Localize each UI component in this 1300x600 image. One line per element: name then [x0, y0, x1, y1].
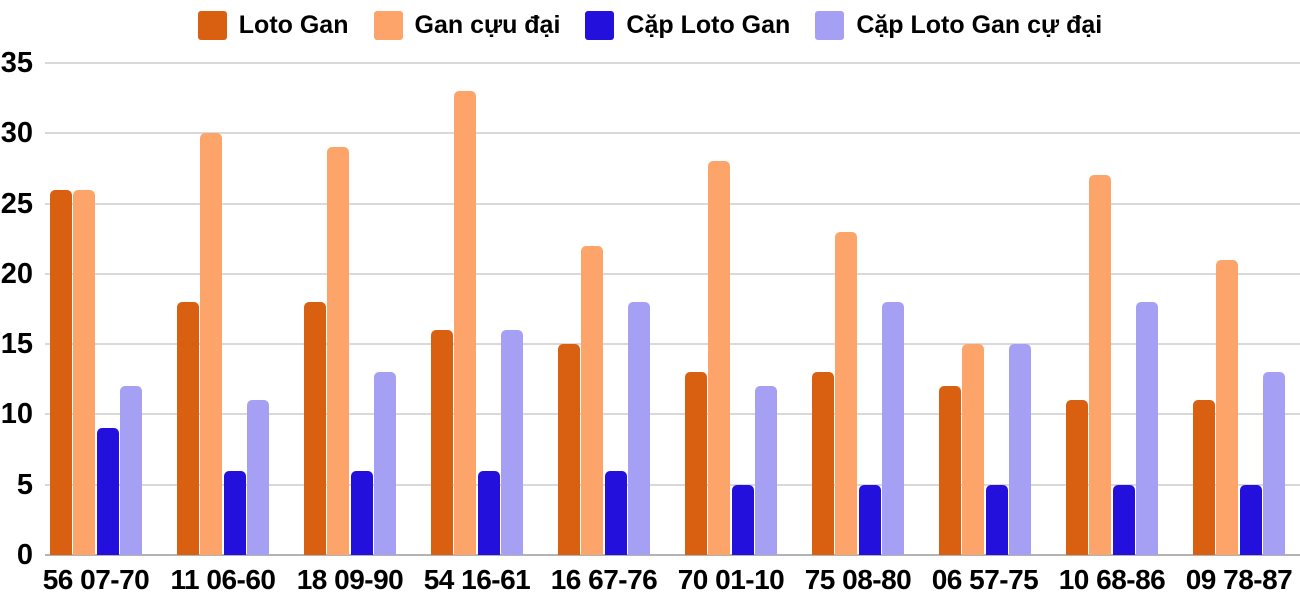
bar: [176, 301, 199, 555]
legend-swatch-icon: [197, 11, 227, 40]
bar: [454, 91, 477, 555]
legend-swatch-icon: [815, 11, 845, 40]
x-axis-category-label: 54 16-61: [423, 564, 531, 595]
bar: [628, 301, 651, 555]
bar: [557, 344, 580, 555]
bar: [1112, 484, 1135, 555]
gridline: [45, 62, 1300, 64]
y-axis-tick-label: 5: [16, 468, 33, 501]
legend-item: Loto Gan: [197, 11, 349, 40]
y-axis-tick-label: 0: [16, 539, 33, 571]
bar: [962, 344, 985, 555]
bar: [430, 330, 453, 555]
gridline: [45, 272, 1300, 275]
bar: [1065, 400, 1088, 555]
bar: [684, 372, 707, 555]
bar: [1216, 259, 1239, 555]
bar: [755, 386, 778, 555]
bar: [1192, 400, 1215, 555]
gridline: [45, 343, 1300, 346]
x-axis-category-label: 09 78-87: [1185, 564, 1293, 595]
bar: [73, 189, 96, 555]
x-axis-category-label: 18 09-90: [296, 564, 404, 595]
bar: [223, 470, 246, 555]
y-axis-tick-label: 15: [0, 328, 33, 361]
legend-item: Cặp Loto Gan cự đại: [815, 11, 1102, 40]
bar: [811, 372, 834, 555]
y-axis-tick-label: 25: [0, 187, 33, 220]
x-axis-category-label: 56 07-70: [42, 564, 150, 595]
bar: [581, 245, 604, 555]
bar: [938, 386, 961, 555]
bar: [477, 470, 500, 555]
gridline: [45, 413, 1300, 416]
y-axis-tick-label: 20: [0, 257, 33, 290]
y-axis-tick-label: 35: [0, 47, 33, 79]
bar: [1263, 372, 1286, 555]
bar: [374, 372, 397, 555]
legend-item: Cặp Loto Gan: [585, 11, 790, 40]
bar: [731, 484, 754, 555]
chart-legend: Loto Gan Gan cựu đại Cặp Loto Gan Cặp Loto …: [0, 11, 1300, 40]
legend-label: Gan cựu đại: [414, 11, 561, 39]
bar: [708, 161, 731, 555]
bar: [985, 484, 1008, 555]
y-axis-tick-label: 10: [0, 398, 33, 431]
bar: [1089, 175, 1112, 555]
bar: [303, 301, 326, 555]
gridline: [45, 483, 1300, 486]
x-axis-category-label: 06 57-75: [931, 564, 1039, 595]
bar: [200, 133, 223, 555]
x-axis-category-label: 75 08-80: [804, 564, 912, 595]
x-axis-baseline: [45, 554, 1300, 556]
bar: [1239, 484, 1262, 555]
bar: [501, 330, 524, 555]
bar: [882, 301, 905, 555]
bar: [350, 470, 373, 555]
bar: [120, 386, 143, 555]
x-axis-category-label: 10 68-86: [1058, 564, 1166, 595]
x-axis-category-label: 11 06-60: [170, 564, 277, 595]
bar: [835, 231, 858, 555]
legend-swatch-icon: [373, 11, 403, 40]
y-axis-tick-label: 30: [0, 117, 33, 150]
bar: [327, 147, 350, 555]
x-axis-category-label: 70 01-10: [677, 564, 785, 595]
legend-label: Cặp Loto Gan cự đại: [856, 11, 1103, 39]
gridline: [45, 202, 1300, 205]
legend-label: Loto Gan: [238, 11, 349, 39]
legend-item: Gan cựu đại: [373, 11, 561, 40]
x-axis-category-label: 16 67-76: [550, 564, 658, 595]
bar: [96, 428, 119, 555]
bar: [1136, 301, 1159, 555]
bar: [49, 189, 72, 555]
legend-swatch-icon: [585, 11, 615, 40]
legend-label: Cặp Loto Gan: [626, 11, 791, 39]
bar: [604, 470, 627, 555]
bar: [247, 400, 270, 555]
gridline: [45, 132, 1300, 135]
bar: [858, 484, 881, 555]
bar: [1009, 344, 1032, 555]
